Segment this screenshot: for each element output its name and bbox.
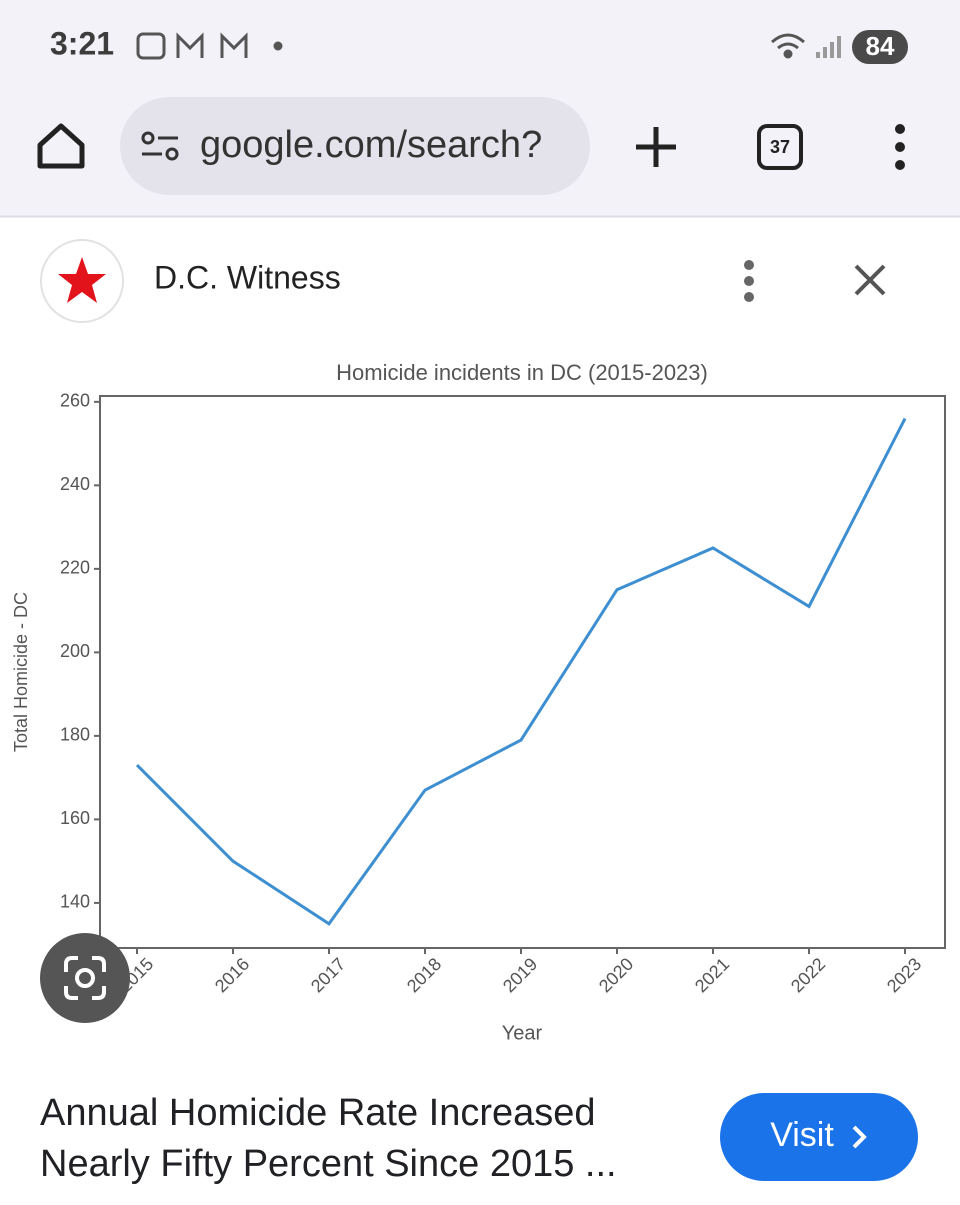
x-tick-label: 2017	[307, 954, 349, 996]
y-tick-label: 160	[60, 808, 90, 828]
y-tick-label: 220	[60, 558, 90, 578]
battery	[852, 30, 908, 64]
lens-icon[interactable]	[64, 956, 106, 1000]
source-name: D.C. Witness	[154, 259, 341, 295]
visit-button[interactable]	[720, 1093, 918, 1181]
tab-switcher[interactable]	[757, 124, 803, 170]
lens-button[interactable]	[40, 933, 130, 1023]
site-info-icon[interactable]	[141, 131, 179, 161]
x-tick-label: 2018	[403, 954, 445, 996]
y-tick-label: 260	[60, 391, 90, 411]
x-tick-label: 2022	[787, 954, 829, 996]
y-tick-label: 200	[60, 641, 90, 661]
x-tick-label: 2021	[691, 954, 733, 996]
x-tick-label: 2023	[883, 954, 925, 996]
menu-button[interactable]	[895, 124, 905, 170]
y-tick-label: 240	[60, 474, 90, 494]
home-button[interactable]	[37, 123, 85, 169]
x-tick-label: 2019	[499, 954, 541, 996]
close-button[interactable]	[854, 264, 886, 296]
data-line	[135, 417, 907, 926]
star-icon	[58, 257, 106, 303]
y-tick-label: 140	[60, 892, 90, 912]
visit-label[interactable]: Visit	[770, 1116, 834, 1154]
battery-level: 84	[866, 31, 895, 61]
status-time: 3:21	[50, 25, 114, 61]
headline[interactable]: Annual Homicide Rate Increased Nearly Fi…	[40, 1092, 617, 1185]
plot-frame	[99, 395, 946, 949]
headline-box: Annual Homicide Rate Increased Nearly Fi…	[40, 1092, 617, 1185]
visit-chevron[interactable]	[852, 1125, 867, 1149]
chart-title: Homicide incidents in DC (2015-2023)	[336, 360, 708, 385]
url-text[interactable]: google.com/search?	[200, 124, 542, 166]
tab-count[interactable]: 37	[770, 137, 790, 157]
x-axis-label: Year	[502, 1022, 543, 1044]
status-icons	[136, 32, 805, 60]
x-tick-label: 2020	[595, 954, 637, 996]
x-tick-label: 2016	[211, 954, 253, 996]
y-axis-label: Total Homicide - DC	[11, 592, 31, 752]
signal-icon	[816, 36, 841, 58]
more-button[interactable]	[744, 260, 754, 302]
y-tick-label: 180	[60, 725, 90, 745]
new-tab-button[interactable]	[636, 127, 676, 167]
url-bar[interactable]	[120, 97, 590, 195]
